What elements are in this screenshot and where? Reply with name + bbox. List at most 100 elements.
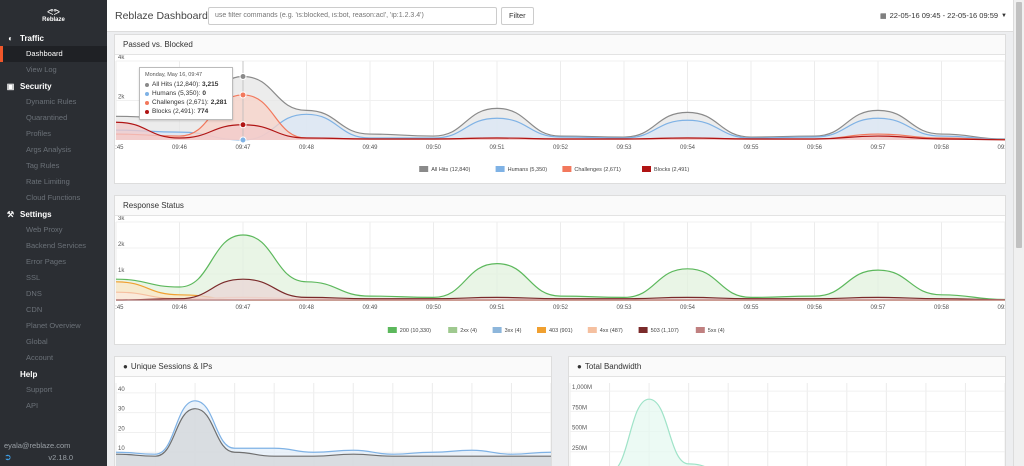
scrollbar-thumb[interactable] [1016, 2, 1022, 248]
calendar-icon: ▦ [880, 12, 887, 20]
x-tick-label: 09:48 [299, 305, 315, 311]
legend-swatch [642, 166, 651, 172]
legend-label: 2xx (4) [460, 328, 477, 334]
series-line [115, 278, 1006, 301]
sidebar-item-dynamic-rules[interactable]: Dynamic Rules [26, 97, 77, 106]
sidebar-item-support[interactable]: Support [26, 385, 53, 394]
legend-label: 4xx (487) [600, 328, 623, 334]
unique-sessions-chart[interactable]: 40 30 20 10 [115, 377, 552, 466]
legend-label: Humans (5,350) [508, 167, 548, 173]
x-tick-label: 09:48 [299, 145, 315, 151]
sidebar-item-view-log[interactable]: View Log [26, 65, 57, 74]
x-tick-label: 09:46 [172, 305, 188, 311]
wrench-icon: ⚒ [6, 209, 15, 219]
sidebar-section-security[interactable]: ▣ Security [0, 78, 107, 94]
series-line [115, 408, 551, 457]
sidebar-item-cloud-functions[interactable]: Cloud Functions [26, 193, 81, 202]
legend-swatch [387, 327, 397, 333]
sidebar-section-label: Security [20, 81, 52, 91]
legend-swatch [587, 327, 597, 333]
hover-point [239, 91, 247, 99]
sidebar-item-dashboard[interactable]: Dashboard [0, 46, 107, 62]
page-scrollbar[interactable] [1013, 0, 1024, 466]
x-tick-label: 09:57 [870, 145, 886, 151]
tooltip-label: Challenges (2,671): [152, 99, 209, 106]
sidebar-item-cdn[interactable]: CDN [26, 305, 43, 314]
globe-icon: ● [577, 362, 582, 371]
panel-title: Total Bandwidth [584, 362, 642, 371]
y-tick-label: 1,000M [572, 385, 592, 391]
panel-title: Response Status [115, 196, 1005, 216]
x-tick-label: 09:52 [553, 145, 569, 151]
response-status-chart[interactable]: 3k 2k 1k 09:45 09:46 09:47 09:48 09:49 09:50 09:5… [108, 216, 1013, 344]
legend-swatch [695, 327, 705, 333]
sidebar-item-planet-overview[interactable]: Planet Overview [26, 321, 81, 330]
legend-label: 200 (10,330) [400, 328, 431, 334]
series-line [115, 400, 552, 455]
date-range-picker[interactable]: ▦ 22-05-16 09:45 - 22-05-16 09:59 ▼ [880, 11, 1007, 20]
total-bandwidth-chart[interactable]: 1,000M 750M 500M 250M [569, 377, 1006, 466]
filter-button[interactable]: Filter [501, 6, 534, 25]
passed-vs-blocked-panel: Passed vs. Blocked 4k 2k 09:45 09:46 09:47 09… [108, 34, 1013, 184]
legend-label: Challenges (2,671) [574, 167, 621, 173]
tooltip-dot [145, 82, 149, 87]
tooltip-row: Humans (5,350): 0 [145, 89, 227, 98]
series-area [116, 279, 1005, 300]
filter-input[interactable] [208, 6, 497, 25]
logout-icon[interactable]: ➲ [4, 452, 12, 462]
globe-icon: ● [123, 362, 128, 371]
legend-swatch [419, 166, 429, 172]
sidebar-item-backend-services[interactable]: Backend Services [26, 241, 87, 250]
x-tick-label: 09:45 [115, 145, 124, 151]
x-tick-label: 09:59 [997, 145, 1005, 151]
sidebar-item-quarantined[interactable]: Quarantined [26, 113, 68, 122]
x-tick-label: 09:50 [426, 305, 442, 311]
panel-header: ● Unique Sessions & IPs [115, 357, 551, 377]
y-tick-label: 30 [118, 407, 125, 413]
hover-point [239, 73, 247, 81]
sidebar-item-error-pages[interactable]: Error Pages [26, 257, 67, 266]
legend-label: 5xx (4) [708, 328, 725, 334]
reblaze-logo[interactable]: ᕙᕗ Reblaze [0, 0, 107, 30]
tooltip-date: Monday, May 16, 09:47 [145, 72, 203, 78]
y-tick-label: 10 [118, 446, 125, 452]
sidebar-item-rate-limiting[interactable]: Rate Limiting [26, 177, 70, 186]
sidebar-item-args-analysis[interactable]: Args Analysis [26, 145, 72, 154]
tooltip-row: Blocks (2,491): 774 [145, 107, 227, 116]
sidebar-section-help[interactable]: Help [0, 366, 107, 382]
sidebar-item-account[interactable]: Account [26, 353, 54, 362]
sidebar-item-global[interactable]: Global [26, 337, 48, 346]
y-tick-label: 1k [118, 268, 125, 274]
total-bandwidth-panel: ● Total Bandwidth 1,000M 750M 500M 250M [568, 356, 1006, 466]
series-line [115, 234, 1006, 301]
sidebar-section-label: Settings [20, 209, 52, 219]
passed-vs-blocked-chart[interactable]: 4k 2k 09:45 09:46 09:47 09:48 09:49 09:50 09:51 0… [108, 55, 1013, 183]
x-tick-label: 09:56 [807, 145, 823, 151]
sidebar-item-profiles[interactable]: Profiles [26, 129, 52, 138]
tooltip-row: Challenges (2,671): 2,281 [145, 98, 227, 107]
y-tick-label: 500M [572, 426, 587, 432]
sidebar-item-web-proxy[interactable]: Web Proxy [26, 225, 63, 234]
sidebar-item-dns[interactable]: DNS [26, 289, 42, 298]
tooltip-value: 3,215 [202, 81, 219, 88]
sidebar-item-tag-rules[interactable]: Tag Rules [26, 161, 60, 170]
response-status-panel: Response Status 3k 2k 1k 09:45 09:46 09:47 09:… [108, 195, 1013, 345]
user-email: eyala@reblaze.com [4, 441, 71, 450]
sidebar: ᕙᕗ Reblaze ◐ Traffic Dashboard View Log … [0, 0, 107, 466]
sidebar-section-traffic[interactable]: ◐ Traffic [0, 30, 107, 46]
series-line [115, 75, 1006, 140]
hover-point [239, 121, 247, 129]
sidebar-item-ssl[interactable]: SSL [26, 273, 41, 282]
tooltip-value: 0 [202, 90, 207, 97]
sidebar-item-api[interactable]: API [26, 401, 39, 410]
y-tick-label: 4k [118, 55, 125, 61]
tooltip-value: 2,281 [210, 99, 228, 106]
x-tick-label: 09:49 [362, 305, 378, 311]
y-tick-label: 3k [118, 216, 125, 222]
legend-swatch [492, 327, 502, 333]
sidebar-section-settings[interactable]: ⚒ Settings [0, 206, 107, 222]
panel-title: Passed vs. Blocked [115, 35, 1005, 55]
tooltip-label: Blocks (2,491): [152, 108, 196, 115]
series-line [617, 398, 706, 466]
legend-swatch [562, 166, 572, 172]
